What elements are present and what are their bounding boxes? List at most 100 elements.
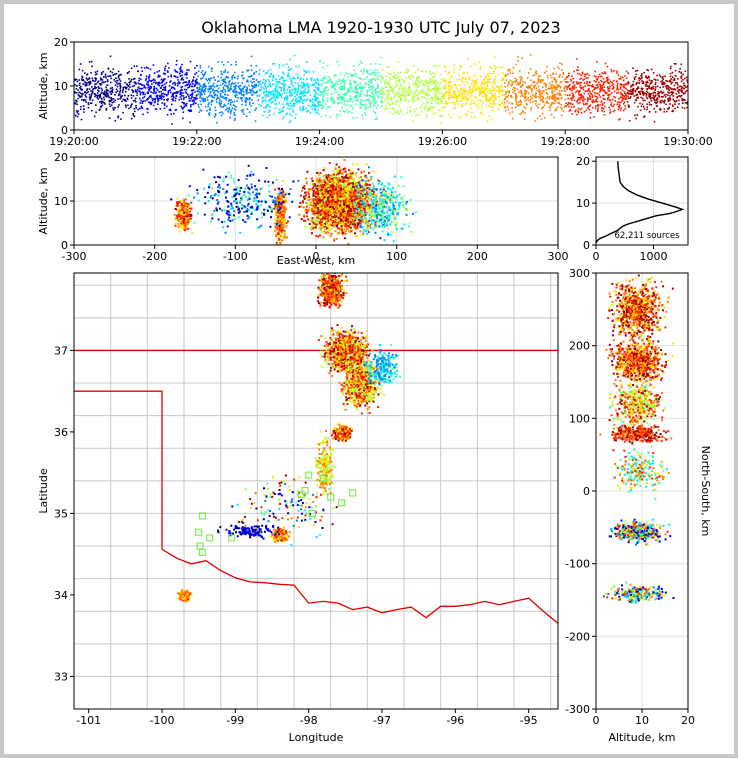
lma-source-point xyxy=(240,88,242,91)
lma-source-point xyxy=(415,94,418,96)
lma-source-point xyxy=(513,86,515,89)
lma-source-point xyxy=(297,84,300,87)
lma-source-point xyxy=(509,79,512,82)
lma-source-point xyxy=(580,82,582,84)
lma-source-point xyxy=(115,88,118,91)
lma-source-point xyxy=(566,86,569,89)
lma-source-point xyxy=(119,97,121,100)
lma-source-point xyxy=(462,96,464,99)
lma-source-point xyxy=(364,107,366,110)
lma-source-point xyxy=(371,99,374,102)
lma-source-point xyxy=(201,93,203,96)
lma-source-point xyxy=(169,109,172,112)
lma-source-point xyxy=(485,104,488,107)
lma-source-point xyxy=(148,74,151,76)
lma-source-point xyxy=(524,112,526,114)
lma-source-point xyxy=(653,99,656,102)
lma-source-point xyxy=(85,101,87,103)
lma-source-point xyxy=(560,81,563,83)
lma-source-point xyxy=(202,77,204,79)
lma-source-point xyxy=(191,80,194,82)
lma-source-point xyxy=(595,92,598,95)
lma-source-point xyxy=(626,83,628,86)
lma-source-point xyxy=(394,110,396,113)
lma-source-point xyxy=(402,94,404,97)
lma-source-point xyxy=(435,84,438,86)
lma-source-point xyxy=(434,80,437,82)
lma-source-point xyxy=(627,81,630,83)
lma-source-point xyxy=(474,74,476,77)
lma-source-point xyxy=(162,95,165,98)
lma-source-point xyxy=(122,88,124,90)
lma-source-point xyxy=(289,69,291,71)
lma-source-point xyxy=(262,70,265,72)
lma-source-point xyxy=(208,113,210,115)
lma-source-point xyxy=(610,104,612,106)
lma-source-point xyxy=(91,109,93,112)
lma-source-point xyxy=(215,85,218,88)
lma-source-point xyxy=(462,76,464,78)
lma-source-point xyxy=(146,99,148,101)
lma-source-point xyxy=(95,83,98,85)
lma-source-point xyxy=(437,89,440,91)
lma-source-point xyxy=(565,105,567,107)
lma-source-point xyxy=(387,66,389,68)
lma-source-point xyxy=(579,78,581,80)
lma-source-point xyxy=(440,106,443,108)
lma-source-point xyxy=(118,74,120,77)
lma-source-point xyxy=(606,76,609,79)
lma-source-point xyxy=(598,81,600,84)
lma-source-point xyxy=(619,118,621,120)
lma-source-point xyxy=(471,111,473,113)
lma-source-point xyxy=(355,116,358,119)
lma-source-point xyxy=(634,90,637,93)
lma-source-point xyxy=(241,111,244,113)
lma-source-point xyxy=(477,106,480,109)
lma-source-point xyxy=(519,89,522,92)
lma-source-point xyxy=(320,91,323,94)
lma-source-point xyxy=(427,93,430,96)
lma-source-point xyxy=(159,97,162,100)
lma-source-point xyxy=(352,90,354,92)
lma-source-point xyxy=(616,70,618,73)
lma-source-point xyxy=(77,113,80,115)
lma-source-point xyxy=(146,81,149,83)
lma-source-point xyxy=(379,93,382,96)
lma-source-point xyxy=(624,108,626,110)
lma-source-point xyxy=(538,91,540,93)
lma-source-point xyxy=(84,94,87,96)
lma-source-point xyxy=(686,86,688,88)
lma-source-point xyxy=(616,92,618,94)
lma-source-point xyxy=(388,103,390,105)
lma-source-point xyxy=(338,64,340,66)
lma-source-point xyxy=(504,106,506,108)
lma-source-point xyxy=(283,89,285,92)
lma-source-point xyxy=(545,86,547,88)
lma-source-point xyxy=(596,105,599,107)
lma-source-point xyxy=(587,77,589,79)
lma-source-point xyxy=(612,83,615,85)
lma-source-point xyxy=(507,68,509,71)
lma-source-point xyxy=(174,82,176,84)
lma-source-point xyxy=(686,89,688,92)
lma-source-point xyxy=(646,85,648,87)
lma-source-point xyxy=(453,107,455,110)
lma-source-point xyxy=(285,96,287,99)
lma-source-point xyxy=(558,84,560,87)
lma-source-point xyxy=(515,106,517,109)
lma-source-point xyxy=(322,236,325,239)
lma-source-point xyxy=(220,70,222,73)
lma-source-point xyxy=(133,65,136,67)
lma-source-point xyxy=(306,83,309,85)
lma-source-point xyxy=(542,101,545,103)
lma-source-point xyxy=(608,82,611,85)
lma-source-point xyxy=(619,78,622,80)
lma-source-point xyxy=(173,87,175,89)
lma-source-point xyxy=(167,71,169,73)
lma-source-point xyxy=(662,91,665,94)
lma-source-point xyxy=(250,90,252,92)
lma-source-point xyxy=(177,91,179,93)
lma-source-point xyxy=(672,105,674,107)
lma-source-point xyxy=(122,111,124,114)
lma-source-point xyxy=(200,71,203,74)
